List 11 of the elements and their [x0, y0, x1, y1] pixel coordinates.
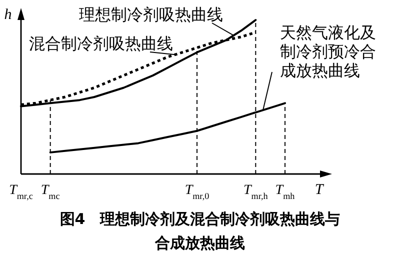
y-axis-title: h [4, 7, 12, 23]
x-tick-label: T$_{mr,h}$ [243, 183, 268, 201]
x-tick-label: T$_{mc}$ [40, 183, 60, 201]
x-tick-label: T$_{mr,0}$ [184, 183, 210, 201]
x-tick-label: T$_{mr,c}$ [9, 183, 33, 201]
text: 图4 理想制冷剂及混合制冷剂吸热曲线与合成放热曲线 [60, 210, 340, 252]
legend-label: 混合制冷剂吸热曲线 [29, 34, 173, 53]
x-tick-label: T$_{mh}$ [275, 183, 296, 201]
x-axis-title: T [314, 182, 325, 198]
series-label: 理想制冷剂吸热曲线 [79, 5, 223, 24]
series-label: 天然气液化及制冷剂预冷合成放热曲线 [280, 23, 376, 80]
